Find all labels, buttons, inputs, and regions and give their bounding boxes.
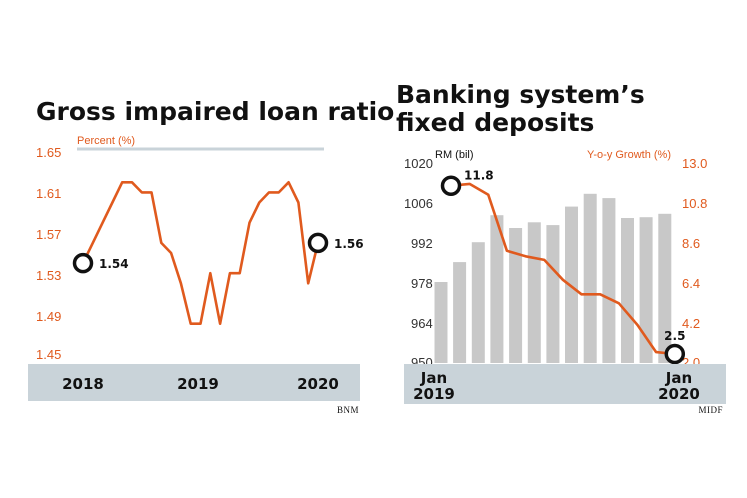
fd-ylabel: RM (bil) bbox=[435, 149, 474, 161]
fd-xtick-year: 2019 bbox=[413, 385, 455, 403]
fd-y2tick: 6.4 bbox=[682, 276, 700, 291]
gil-xtick: 2019 bbox=[177, 375, 219, 393]
fd-y2tick: 13.0 bbox=[682, 156, 707, 171]
fd-growth-line bbox=[450, 182, 675, 356]
gil-ytick: 1.49 bbox=[36, 309, 61, 324]
fd-start-label: 11.8 bbox=[464, 169, 494, 183]
fd-bar bbox=[527, 222, 541, 363]
gil-ytick: 1.45 bbox=[36, 347, 61, 362]
gil-xtick: 2018 bbox=[62, 375, 104, 393]
fd-ytick: 1006 bbox=[404, 196, 433, 211]
gil-ytick: 1.65 bbox=[36, 145, 61, 160]
fd-ytick: 1020 bbox=[404, 156, 433, 171]
fd-bar bbox=[471, 242, 485, 363]
fd-y2tick: 10.8 bbox=[682, 196, 707, 211]
fd-xtick-month: Jan bbox=[420, 369, 447, 387]
fd-bar bbox=[658, 213, 672, 364]
gil-ylabel: Percent (%) bbox=[77, 135, 135, 147]
fd-bar bbox=[434, 282, 448, 363]
gil-source: BNM bbox=[337, 405, 359, 415]
gil-end-marker bbox=[307, 232, 329, 254]
fd-ytick: 964 bbox=[411, 316, 433, 331]
fd-bar bbox=[583, 193, 597, 363]
gil-title: Gross impaired loan ratio bbox=[36, 97, 394, 126]
fd-chart: Banking system’s fixed deposits RM (bil)… bbox=[396, 80, 726, 415]
fd-ytick: 978 bbox=[411, 276, 433, 291]
gil-start-marker bbox=[72, 252, 94, 274]
fd-y-axis: 1020 1006 992 978 964 950 bbox=[404, 156, 433, 370]
fd-ytick: 992 bbox=[411, 236, 433, 251]
fd-start-marker bbox=[440, 175, 462, 196]
fd-title-line2: fixed deposits bbox=[396, 108, 594, 137]
fd-bar bbox=[602, 198, 616, 363]
fd-bar bbox=[490, 215, 504, 363]
fd-y2tick: 8.6 bbox=[682, 236, 700, 251]
gil-chart: Gross impaired loan ratio Percent (%) 1.… bbox=[28, 97, 394, 415]
fd-y2tick: 4.2 bbox=[682, 316, 700, 331]
fd-plot-area: 11.8 2.5 bbox=[434, 169, 686, 365]
gil-line bbox=[81, 181, 320, 326]
gil-y-axis: 1.65 1.61 1.57 1.53 1.49 1.45 bbox=[36, 145, 61, 362]
fd-bar bbox=[565, 206, 578, 363]
fd-end-marker bbox=[664, 343, 686, 365]
fd-bar bbox=[621, 218, 634, 363]
fd-y2label: Y-o-y Growth (%) bbox=[587, 149, 671, 161]
fd-bar bbox=[509, 228, 523, 363]
fd-x-band bbox=[404, 364, 726, 404]
fd-bar bbox=[639, 217, 653, 363]
gil-ytick: 1.61 bbox=[36, 186, 61, 201]
gil-x-band bbox=[28, 364, 360, 401]
fd-xtick-year: 2020 bbox=[658, 385, 700, 403]
gil-end-label: 1.56 bbox=[334, 237, 364, 251]
fd-xtick-month: Jan bbox=[665, 369, 692, 387]
gil-ytick: 1.53 bbox=[36, 268, 61, 283]
fd-bar bbox=[546, 225, 560, 363]
gil-ytick: 1.57 bbox=[36, 227, 61, 242]
fd-bar bbox=[453, 262, 467, 363]
gil-start-label: 1.54 bbox=[99, 257, 129, 271]
fd-title-line1: Banking system’s bbox=[396, 80, 645, 109]
gil-xtick: 2020 bbox=[297, 375, 339, 393]
gil-plot-area: 1.54 1.56 bbox=[72, 181, 364, 326]
fd-source: MIDF bbox=[698, 405, 723, 415]
fd-end-label: 2.5 bbox=[664, 329, 685, 343]
fd-y2-axis: 13.0 10.8 8.6 6.4 4.2 2.0 bbox=[682, 156, 707, 370]
